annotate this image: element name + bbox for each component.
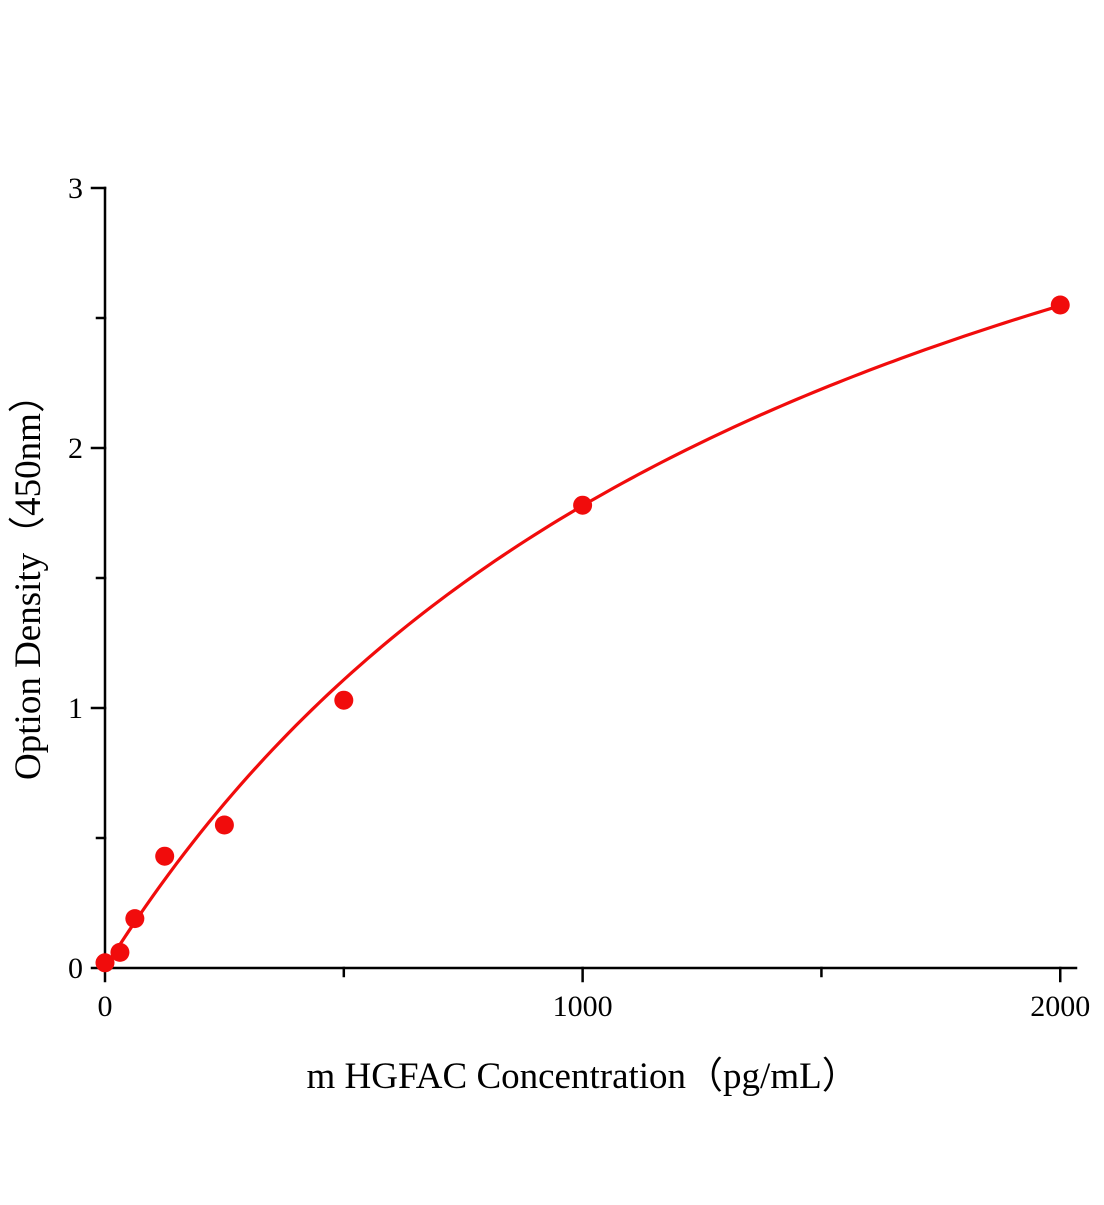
data-point bbox=[95, 953, 115, 973]
y-tick-label: 1 bbox=[68, 692, 83, 725]
data-point bbox=[155, 846, 175, 866]
data-point bbox=[125, 909, 145, 929]
y-tick-label: 0 bbox=[68, 952, 83, 985]
fit-curve bbox=[103, 304, 1062, 970]
data-point bbox=[110, 942, 130, 962]
x-tick-label: 0 bbox=[98, 990, 113, 1023]
data-point bbox=[1050, 295, 1070, 315]
y-tick-label: 3 bbox=[68, 172, 83, 205]
tick-labels: 0 1000 2000 0 1 2 3 bbox=[68, 172, 1090, 1023]
axes bbox=[90, 186, 1078, 983]
data-point bbox=[573, 495, 593, 515]
y-axis-title: Option Density（450nm） bbox=[8, 376, 49, 780]
data-point bbox=[214, 815, 234, 835]
y-tick-label: 2 bbox=[68, 432, 83, 465]
x-tick-label: 2000 bbox=[1030, 990, 1090, 1023]
data-point bbox=[334, 690, 354, 710]
x-tick-label: 1000 bbox=[553, 990, 613, 1023]
x-axis-title: m HGFAC Concentration（pg/mL） bbox=[307, 1056, 859, 1097]
